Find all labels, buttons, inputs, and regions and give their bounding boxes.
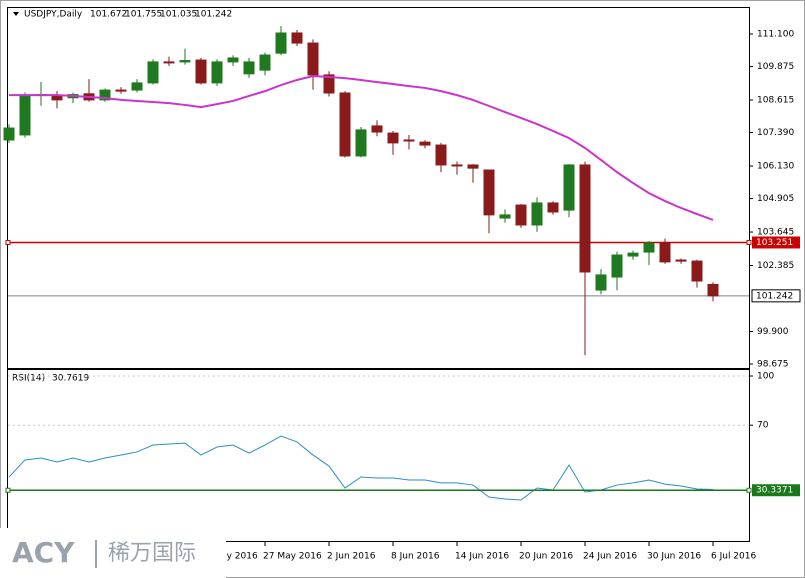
x-tick-label: 14 Jun 2016 — [455, 552, 509, 562]
candle-body — [323, 74, 335, 94]
rsi-current: 30.7619 — [52, 374, 89, 384]
y-tick-label: 99.900 — [757, 327, 789, 337]
candle-body — [227, 57, 239, 63]
y-tick-label: 111.100 — [757, 30, 794, 40]
candle-body — [115, 89, 127, 92]
level-label-bg — [752, 236, 800, 249]
y-tick-label: 104.905 — [757, 194, 794, 204]
candle-body — [627, 252, 639, 257]
candle-body — [579, 164, 591, 273]
candle-body — [499, 214, 511, 219]
x-tick-label: 23 May 2016 — [199, 552, 258, 562]
candle-body — [339, 92, 351, 157]
rsi-level-handle — [5, 487, 11, 493]
candle-body — [451, 164, 463, 167]
candle-body — [195, 59, 207, 84]
x-tick-label: 20 Jun 2016 — [519, 552, 573, 562]
y-tick-label: 98.675 — [757, 360, 789, 370]
x-tick-label: 8 Jun 2016 — [391, 552, 440, 562]
candle-body — [163, 61, 175, 64]
x-tick-label: 2 Jun 2016 — [327, 552, 376, 562]
price-panel — [7, 7, 750, 369]
candle-body — [19, 94, 31, 136]
y-tick-label: 102.385 — [757, 261, 794, 271]
current-price-label: 101.242 — [756, 291, 793, 301]
watermark-bg — [0, 528, 226, 578]
x-tick-label: 30 Jun 2016 — [647, 552, 701, 562]
candle-body — [435, 144, 447, 166]
candle-body — [595, 274, 607, 291]
candle-body — [99, 89, 111, 101]
rsi-level-label: 30.3371 — [756, 486, 793, 496]
candle-body — [611, 254, 623, 278]
candle-body — [179, 60, 191, 63]
candle-body — [131, 82, 143, 91]
moving-average — [9, 74, 714, 221]
y-tick-label: 108.615 — [757, 96, 794, 106]
y-tick-label: 103.645 — [757, 228, 794, 238]
candle-body — [707, 283, 719, 297]
rsi-tick-label: 100 — [757, 372, 774, 382]
watermark-cn: 稀万国际 — [108, 541, 196, 566]
candle-body — [467, 164, 479, 169]
candle-body — [419, 141, 431, 146]
ohlc-low: 101.035 — [160, 10, 197, 20]
plot: 111.100 109.875 108.615 107.390 106.130 104.9… — [3, 26, 801, 562]
candle-body — [243, 61, 255, 75]
candle-body — [211, 61, 223, 84]
rsi-level-label-bg — [752, 484, 800, 497]
menu-arrow — [13, 12, 19, 16]
candle-body — [275, 32, 287, 54]
candle-body — [259, 54, 271, 71]
y-tick-label: 107.390 — [757, 128, 794, 138]
candle-body — [3, 127, 15, 141]
candle-body — [691, 260, 703, 282]
y-tick-label: 106.130 — [757, 162, 794, 172]
candle-body — [643, 242, 655, 253]
level-handle — [5, 239, 11, 245]
level-label: 103.251 — [756, 238, 793, 248]
candle-body — [563, 164, 575, 211]
candle-body — [147, 61, 159, 84]
x-tick-label: 6 Jul 2016 — [711, 552, 756, 562]
candle-body — [659, 242, 671, 263]
ohlc-close: 101.242 — [195, 10, 232, 20]
watermark-brand: ACY — [12, 536, 75, 569]
rsi-level-handle — [746, 487, 752, 493]
rsi-label: RSI(14) — [12, 374, 45, 384]
level-handle — [746, 239, 752, 245]
rsi-tick-label: 70 — [757, 421, 769, 431]
candle-body — [403, 139, 415, 142]
candle-body — [387, 132, 399, 144]
watermark: ACY 稀万国际 — [0, 528, 226, 578]
candle-body — [515, 204, 527, 226]
x-tick-label: 27 May 2016 — [263, 552, 322, 562]
candle-body — [547, 202, 559, 213]
ohlc-high: 101.755 — [125, 10, 162, 20]
rsi-panel — [7, 369, 750, 542]
candle-body — [291, 32, 303, 44]
candle-body — [371, 125, 383, 133]
current-price-bg — [751, 289, 801, 303]
candle-body — [307, 42, 319, 76]
candle-body — [355, 129, 367, 157]
y-tick-label: 109.875 — [757, 62, 794, 72]
x-tick-label: 24 Jun 2016 — [583, 552, 637, 562]
candle-body — [675, 259, 687, 262]
ohlc-open: 101.672 — [90, 10, 127, 20]
chart-title: USDJPY,Daily — [24, 10, 83, 20]
candle-body — [531, 202, 543, 226]
candle-body — [483, 169, 495, 216]
